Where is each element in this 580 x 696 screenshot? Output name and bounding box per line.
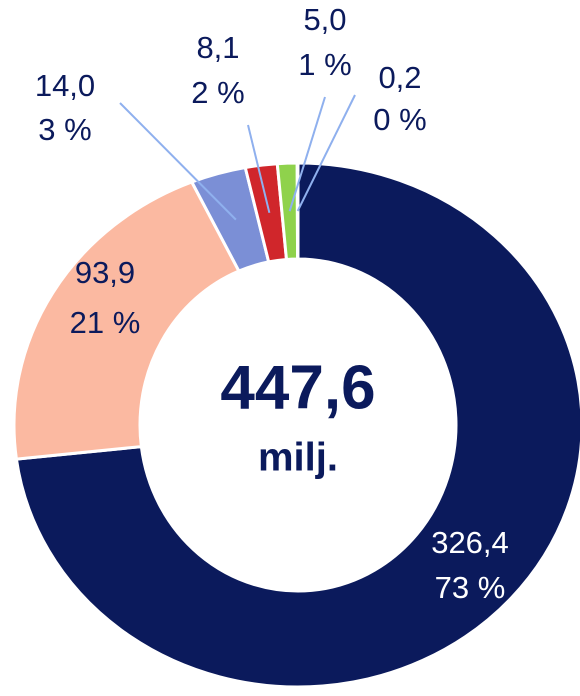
percent-label: 21 % bbox=[70, 305, 141, 340]
donut-slice bbox=[14, 161, 580, 689]
percent-label: 73 % bbox=[435, 570, 506, 605]
value-label: 93,9 bbox=[75, 255, 135, 290]
value-label: 8,1 bbox=[196, 30, 239, 65]
center-label: 447,6 bbox=[220, 353, 375, 422]
value-label: 14,0 bbox=[35, 68, 95, 103]
percent-label: 2 % bbox=[191, 75, 244, 110]
leader-line bbox=[296, 94, 356, 212]
value-label: 326,4 bbox=[431, 525, 509, 560]
percent-label: 1 % bbox=[298, 47, 351, 82]
leader-line bbox=[247, 124, 271, 214]
donut-slice bbox=[12, 180, 242, 461]
value-label: 0,2 bbox=[378, 60, 421, 95]
leader-line bbox=[288, 96, 326, 212]
percent-label: 0 % bbox=[373, 102, 426, 137]
value-label: 5,0 bbox=[303, 2, 346, 37]
percent-label: 3 % bbox=[38, 112, 91, 147]
leader-line bbox=[119, 102, 237, 221]
center-sublabel: milj. bbox=[258, 436, 338, 480]
